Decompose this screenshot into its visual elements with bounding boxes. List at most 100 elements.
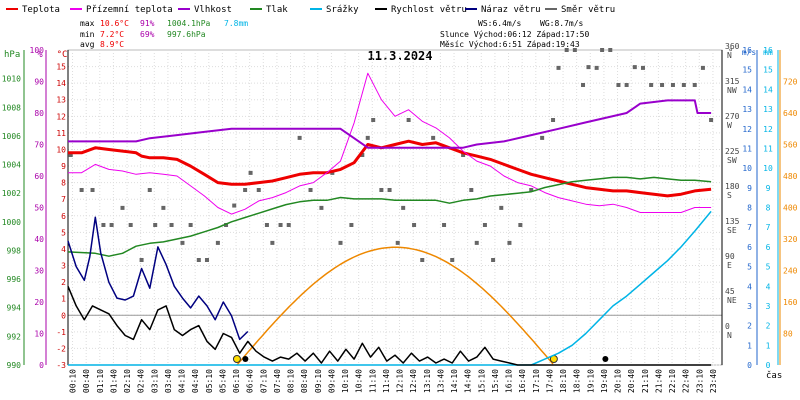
ms-tick-label: 6: [747, 243, 752, 252]
stats-max-label: max: [80, 19, 95, 28]
celsius-tick-label: 4: [61, 245, 66, 254]
legend-label: Náraz větru: [481, 5, 541, 15]
direction-axis-title: °: [728, 48, 733, 58]
series-line-1: [68, 72, 712, 215]
stats-max-rain: 7.8mm: [224, 19, 248, 28]
wind-direction-point: [297, 135, 302, 140]
celsius-tick-label: 13: [56, 96, 66, 105]
celsius-tick-label: -2: [56, 344, 66, 353]
celsius-tick-label: 12: [56, 112, 66, 121]
wind-direction-point: [529, 188, 534, 192]
wind-direction-point: [406, 118, 411, 122]
wind-direction-point: [469, 188, 474, 192]
wind-direction-point: [551, 118, 556, 122]
wind-direction-point: [670, 83, 675, 87]
wind-direction-point: [556, 65, 561, 70]
x-tick-label: 19:10: [586, 369, 595, 393]
celsius-tick-label: 3: [61, 262, 66, 271]
wind-direction-point: [632, 65, 637, 70]
x-tick-label: 17:10: [532, 369, 541, 393]
wind-direction-point: [499, 205, 504, 210]
direction-tick-compass: SW: [727, 156, 737, 165]
x-tick-label: 13:10: [423, 369, 432, 393]
ms-tick-label: 2: [747, 322, 752, 331]
direction-tick-compass: NE: [727, 296, 737, 305]
rain-scale-tick-label: 240: [783, 267, 798, 276]
wind-direction-point: [196, 258, 201, 262]
wind-direction-point: [420, 258, 425, 262]
wind-direction-point: [161, 205, 166, 210]
stats-min-temp: 7.2°C: [100, 30, 124, 39]
percent-tick-label: 50: [34, 204, 44, 213]
direction-tick-compass: W: [727, 121, 732, 130]
wind-direction-point: [649, 83, 654, 87]
ms-tick-label: 0: [747, 361, 752, 370]
direction-tick-compass: N: [727, 51, 732, 60]
legend-label: Srážky: [326, 5, 359, 15]
wind-direction-point: [109, 223, 114, 227]
wind-direction-point: [412, 223, 417, 227]
x-tick-label: 23:10: [695, 369, 704, 393]
wind-direction-point: [616, 83, 621, 87]
x-tick-label: 12:40: [409, 369, 418, 393]
series-line-2: [68, 99, 712, 149]
x-tick-label: 23:40: [709, 369, 718, 393]
mm-axis-title: mm: [763, 48, 773, 57]
direction-tick-value: 315: [725, 77, 740, 86]
stats-wind-speed: WS:6.4m/s: [478, 19, 522, 28]
stats-min-label: min: [80, 30, 95, 39]
wind-direction-point: [586, 65, 591, 70]
wind-direction-point: [308, 188, 313, 192]
mm-tick-label: 6: [766, 243, 771, 252]
wind-direction-point: [153, 223, 158, 227]
percent-tick-label: 80: [34, 109, 44, 118]
stats-avg-temp: 8.9°C: [100, 40, 124, 49]
series-line-4: [68, 210, 712, 366]
wind-direction-point: [387, 188, 392, 192]
percent-tick-label: 30: [34, 267, 44, 276]
wind-direction-point: [180, 240, 185, 245]
wind-direction-point: [700, 65, 705, 70]
x-tick-label: 08:40: [300, 369, 309, 393]
direction-tick-value: 360: [725, 42, 740, 51]
celsius-tick-label: -3: [56, 361, 66, 370]
direction-tick-value: 0: [725, 322, 730, 331]
series-line-6: [67, 216, 249, 341]
ms-tick-label: 16: [742, 46, 752, 55]
wind-direction-point: [709, 118, 714, 122]
mm-tick-label: 11: [763, 144, 773, 153]
mm-tick-label: 3: [766, 302, 771, 311]
ms-tick-label: 12: [742, 125, 752, 134]
rain-scale-tick-label: 400: [783, 204, 798, 213]
wind-direction-point: [474, 240, 479, 245]
wind-direction-point: [640, 65, 645, 70]
celsius-tick-label: 1: [61, 295, 66, 304]
percent-tick-label: 40: [34, 235, 44, 244]
mm-tick-label: 1: [766, 341, 771, 350]
wind-direction-point: [660, 83, 665, 87]
mm-tick-label: 9: [766, 184, 771, 193]
x-tick-label: 15:10: [477, 369, 486, 393]
ms-tick-label: 14: [742, 85, 752, 94]
x-tick-label: 21:40: [654, 369, 663, 393]
wind-direction-point: [90, 188, 95, 192]
wind-direction-point: [681, 83, 686, 87]
x-tick-label: 11:10: [368, 369, 377, 393]
hpa-tick-label: 1006: [2, 132, 21, 141]
wind-direction-point: [169, 223, 174, 227]
wind-direction-point: [401, 205, 406, 210]
x-tick-label: 21:10: [641, 369, 650, 393]
series-line-5: [67, 286, 712, 366]
direction-tick-value: 225: [725, 147, 740, 156]
wind-direction-point: [319, 205, 324, 210]
rain-scale-tick-label: 480: [783, 172, 798, 181]
ms-tick-label: 5: [747, 263, 752, 272]
ms-tick-label: 3: [747, 302, 752, 311]
mm-tick-label: 14: [763, 85, 773, 94]
wind-direction-point: [270, 240, 275, 245]
ms-axis-title: m/s: [742, 48, 757, 57]
celsius-tick-label: 2: [61, 278, 66, 287]
direction-tick-value: 90: [725, 252, 735, 261]
x-tick-label: 22:40: [682, 369, 691, 393]
